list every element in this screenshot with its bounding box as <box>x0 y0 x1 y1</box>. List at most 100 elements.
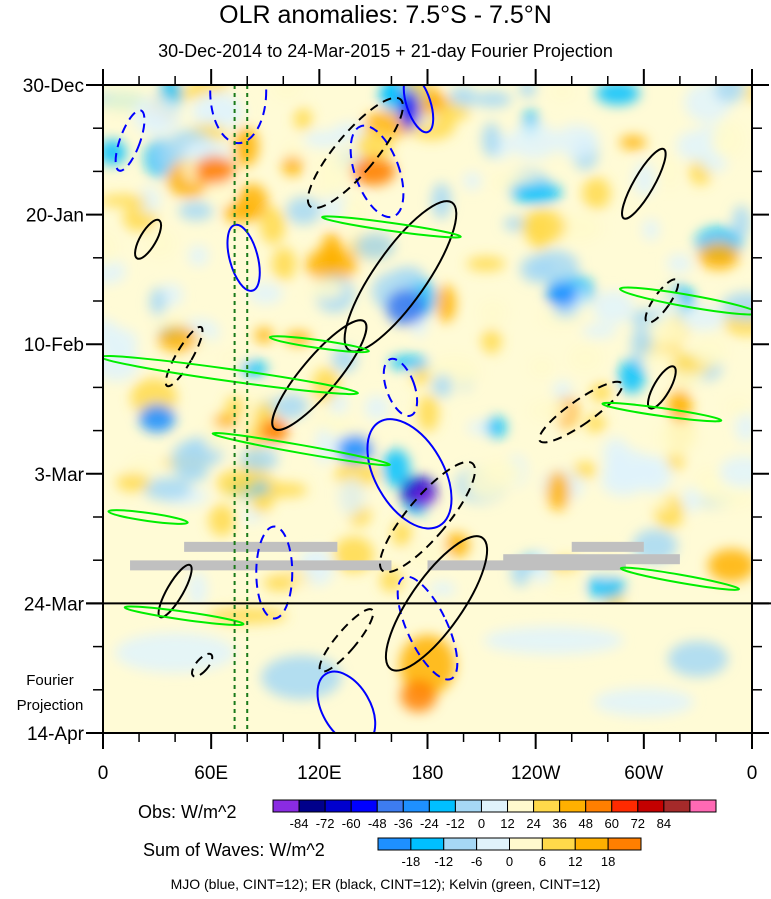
mjo-contour <box>396 575 459 681</box>
anomaly-patch <box>528 399 569 422</box>
anomaly-patch <box>651 496 671 510</box>
mjo-contour <box>402 85 435 134</box>
obs-colorbar-swatch <box>376 799 404 813</box>
anomaly-patch <box>473 91 512 108</box>
anomaly-patch <box>138 186 160 214</box>
anomaly-patch <box>213 413 239 429</box>
anomaly-patch <box>719 456 752 488</box>
anomaly-patch <box>254 327 274 344</box>
anomaly-patch <box>567 343 603 373</box>
projection-label-line2: Projection <box>17 697 84 714</box>
anomaly-patch <box>590 382 612 403</box>
y-tick-label: 30-Dec <box>23 76 84 97</box>
obs-colorbar-level-label: -24 <box>420 816 439 831</box>
er-contour <box>621 147 667 220</box>
missing-data-bars <box>130 541 680 571</box>
anomaly-patch <box>466 256 506 272</box>
x-tick-label: 60E <box>194 763 228 784</box>
anomaly-patch <box>546 471 571 511</box>
chart-title: OLR anomalies: 7.5°S - 7.5°N <box>219 1 552 29</box>
anomaly-patch <box>328 392 348 415</box>
waves-colorbar-swatch <box>509 837 543 851</box>
anomaly-patch <box>641 349 676 368</box>
obs-colorbar-swatch <box>689 799 717 813</box>
mjo-contour <box>366 418 453 530</box>
anomaly-patch <box>391 520 412 547</box>
anomaly-patch <box>239 447 279 472</box>
waves-colorbar-level-label: -18 <box>401 854 420 869</box>
anomaly-patch <box>693 467 725 495</box>
anomaly-patch <box>725 398 751 418</box>
anomaly-patch <box>429 581 456 597</box>
projection-anomaly <box>593 688 694 717</box>
anomaly-patch <box>188 245 209 267</box>
anomaly-patch <box>179 468 208 481</box>
waves-colorbar-level-label: -6 <box>471 854 483 869</box>
anomaly-patch <box>714 85 746 103</box>
anomaly-patch <box>592 290 634 325</box>
anomaly-patch <box>463 172 482 190</box>
anomaly-patch <box>411 366 432 386</box>
anomaly-patch <box>148 313 192 328</box>
anomaly-patch <box>260 206 286 245</box>
anomaly-patch <box>271 247 297 281</box>
anomaly-patch <box>233 126 259 167</box>
contour-legend-text: MJO (blue, CINT=12); ER (black, CINT=12)… <box>170 876 601 892</box>
anomaly-patch <box>248 282 283 305</box>
x-tick-label: 0 <box>98 763 109 784</box>
anomaly-patch <box>286 196 321 225</box>
kelvin-contour <box>123 605 245 626</box>
anomaly-patch <box>307 278 345 300</box>
anomaly-patch <box>632 529 678 563</box>
er-contour <box>306 96 404 210</box>
anomaly-patch <box>356 129 394 160</box>
anomaly-patch <box>735 411 752 443</box>
anomaly-patch <box>281 155 303 177</box>
anomaly-patch <box>103 194 148 207</box>
anomaly-patch <box>618 358 646 394</box>
anomaly-patch <box>178 201 214 221</box>
waves-colorbar-swatch <box>377 837 412 851</box>
anomaly-patch <box>355 233 395 260</box>
mjo-contour <box>255 525 294 620</box>
er-contour <box>378 460 477 574</box>
mjo-contour <box>114 109 146 172</box>
anomaly-patch <box>219 352 247 365</box>
obs-colorbar-level-label: -48 <box>368 816 387 831</box>
projection-anomaly <box>483 626 624 655</box>
strong-anomaly <box>546 282 579 307</box>
strong-anomaly <box>139 404 176 433</box>
waves-colorbar-swatch <box>443 837 478 851</box>
waves-colorbar-level-label: -12 <box>434 854 453 869</box>
mjo-contour <box>349 124 405 219</box>
anomaly-patch <box>642 218 660 241</box>
anomaly-patch <box>710 120 745 158</box>
er-contour <box>318 608 375 673</box>
anomaly-patch <box>582 324 617 339</box>
obs-colorbar-level-label: 84 <box>657 816 671 831</box>
anomaly-patch <box>142 477 192 501</box>
y-tick-label: 24-Mar <box>24 594 85 615</box>
anomaly-patch <box>133 95 181 135</box>
kelvin-contour <box>103 355 359 396</box>
obs-colorbar-swatch <box>324 799 352 813</box>
anomaly-patch <box>116 473 151 492</box>
anomaly-patch <box>521 209 567 244</box>
anomaly-patch <box>449 86 477 109</box>
anomaly-patch <box>271 85 304 102</box>
projection-anomaly <box>400 679 437 712</box>
anomaly-patch <box>697 241 740 270</box>
anomaly-patch <box>676 130 719 162</box>
obs-colorbar-level-label: -72 <box>316 816 335 831</box>
er-contour <box>644 278 680 324</box>
kelvin-contour <box>211 431 391 467</box>
anomaly-patch <box>208 504 236 537</box>
anomaly-patch <box>508 123 560 160</box>
projection-label-line1: Fourier <box>26 672 74 689</box>
anomaly-patch <box>482 122 501 158</box>
anomaly-patch <box>283 140 304 158</box>
projection-anomaly <box>115 632 236 673</box>
obs-colorbar-swatch <box>585 799 613 813</box>
anomaly-patch <box>486 416 507 439</box>
